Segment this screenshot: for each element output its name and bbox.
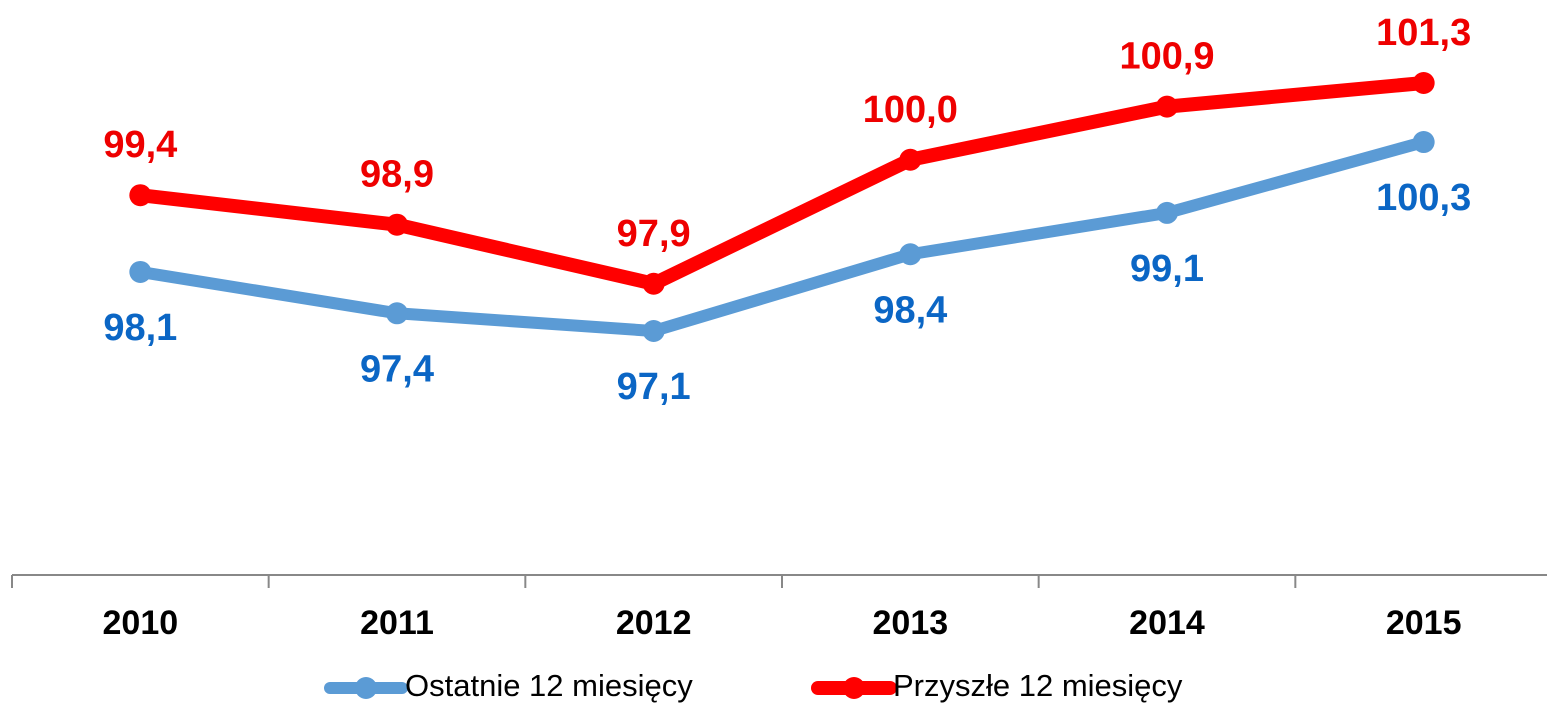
data-label: 97,9	[617, 213, 691, 255]
data-label: 97,4	[360, 348, 434, 390]
point	[1156, 201, 1178, 224]
point	[899, 243, 922, 266]
data-label: 98,9	[360, 154, 434, 196]
series-line	[139, 136, 1426, 337]
point	[386, 302, 408, 325]
point	[129, 184, 152, 207]
x-tick-label: 2012	[616, 604, 692, 642]
data-label: 100,9	[1119, 36, 1214, 78]
legend-label: Przyszłe 12 miesięcy	[893, 668, 1183, 703]
data-label: 97,1	[617, 366, 691, 408]
point	[129, 260, 152, 283]
data-label: 99,4	[103, 124, 177, 166]
x-tick-label: 2010	[103, 604, 179, 642]
point	[386, 213, 408, 236]
point	[642, 320, 665, 342]
x-tick-label: 2013	[873, 604, 949, 642]
legend-marker	[843, 677, 865, 699]
data-label: 100,3	[1376, 177, 1471, 219]
point	[1412, 72, 1435, 94]
data-label: 98,4	[873, 289, 947, 331]
x-tick-label: 2014	[1129, 604, 1205, 642]
point	[1156, 95, 1178, 118]
x-tick-label: 2015	[1386, 604, 1462, 642]
point	[899, 148, 922, 171]
legend-label: Ostatnie 12 miesięcy	[405, 668, 693, 703]
x-tick-label: 2011	[360, 604, 434, 642]
data-label: 101,3	[1376, 12, 1471, 54]
series-line	[139, 76, 1425, 291]
legend-marker	[355, 677, 377, 699]
data-label: 100,0	[863, 89, 958, 131]
point	[1412, 131, 1435, 154]
data-label: 99,1	[1130, 248, 1204, 290]
data-label: 98,1	[103, 307, 177, 349]
point	[642, 272, 665, 295]
